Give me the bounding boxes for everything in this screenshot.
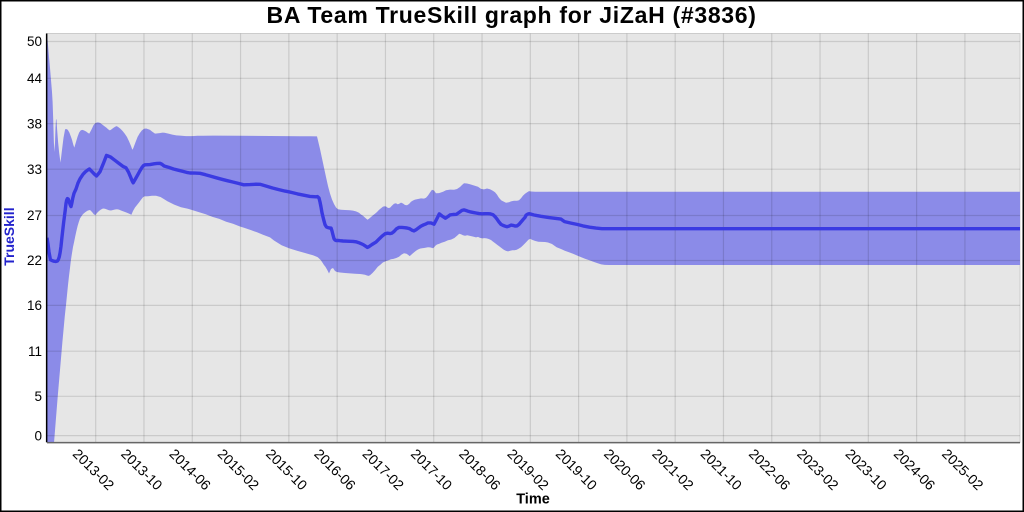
svg-text:38: 38	[27, 116, 42, 131]
svg-text:33: 33	[27, 162, 42, 177]
svg-text:44: 44	[27, 71, 43, 86]
svg-text:16: 16	[27, 298, 42, 313]
svg-text:22: 22	[27, 253, 42, 268]
svg-text:0: 0	[34, 428, 42, 443]
svg-text:5: 5	[34, 389, 42, 404]
svg-text:Time: Time	[516, 492, 550, 508]
svg-text:27: 27	[27, 208, 42, 223]
svg-text:11: 11	[28, 344, 42, 359]
svg-text:TrueSkill: TrueSkill	[1, 207, 17, 265]
svg-text:50: 50	[27, 34, 42, 49]
svg-text:BA Team TrueSkill graph for Ji: BA Team TrueSkill graph for JiZaH (#3836…	[267, 2, 757, 28]
